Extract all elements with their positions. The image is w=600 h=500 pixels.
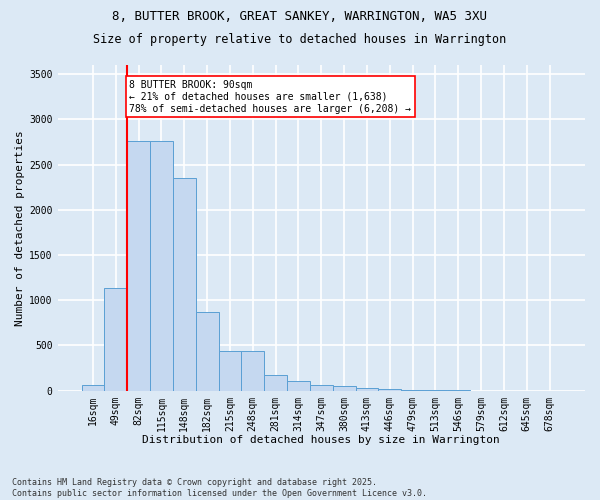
Bar xyxy=(218,351,241,391)
Bar xyxy=(287,381,310,390)
Text: 8 BUTTER BROOK: 90sqm
← 21% of detached houses are smaller (1,638)
78% of semi-d: 8 BUTTER BROOK: 90sqm ← 21% of detached … xyxy=(130,80,412,114)
X-axis label: Distribution of detached houses by size in Warrington: Distribution of detached houses by size … xyxy=(142,435,500,445)
Text: 8, BUTTER BROOK, GREAT SANKEY, WARRINGTON, WA5 3XU: 8, BUTTER BROOK, GREAT SANKEY, WARRINGTO… xyxy=(113,10,487,23)
Bar xyxy=(310,386,332,390)
Text: Contains HM Land Registry data © Crown copyright and database right 2025.
Contai: Contains HM Land Registry data © Crown c… xyxy=(12,478,427,498)
Bar xyxy=(379,389,401,390)
Bar xyxy=(82,386,104,390)
Bar xyxy=(332,386,356,390)
Bar xyxy=(127,141,150,390)
Bar xyxy=(356,388,379,390)
Bar xyxy=(196,312,218,390)
Bar xyxy=(150,141,173,390)
Bar xyxy=(104,288,127,390)
Y-axis label: Number of detached properties: Number of detached properties xyxy=(15,130,25,326)
Bar xyxy=(264,375,287,390)
Bar xyxy=(241,351,264,391)
Text: Size of property relative to detached houses in Warrington: Size of property relative to detached ho… xyxy=(94,32,506,46)
Bar xyxy=(173,178,196,390)
